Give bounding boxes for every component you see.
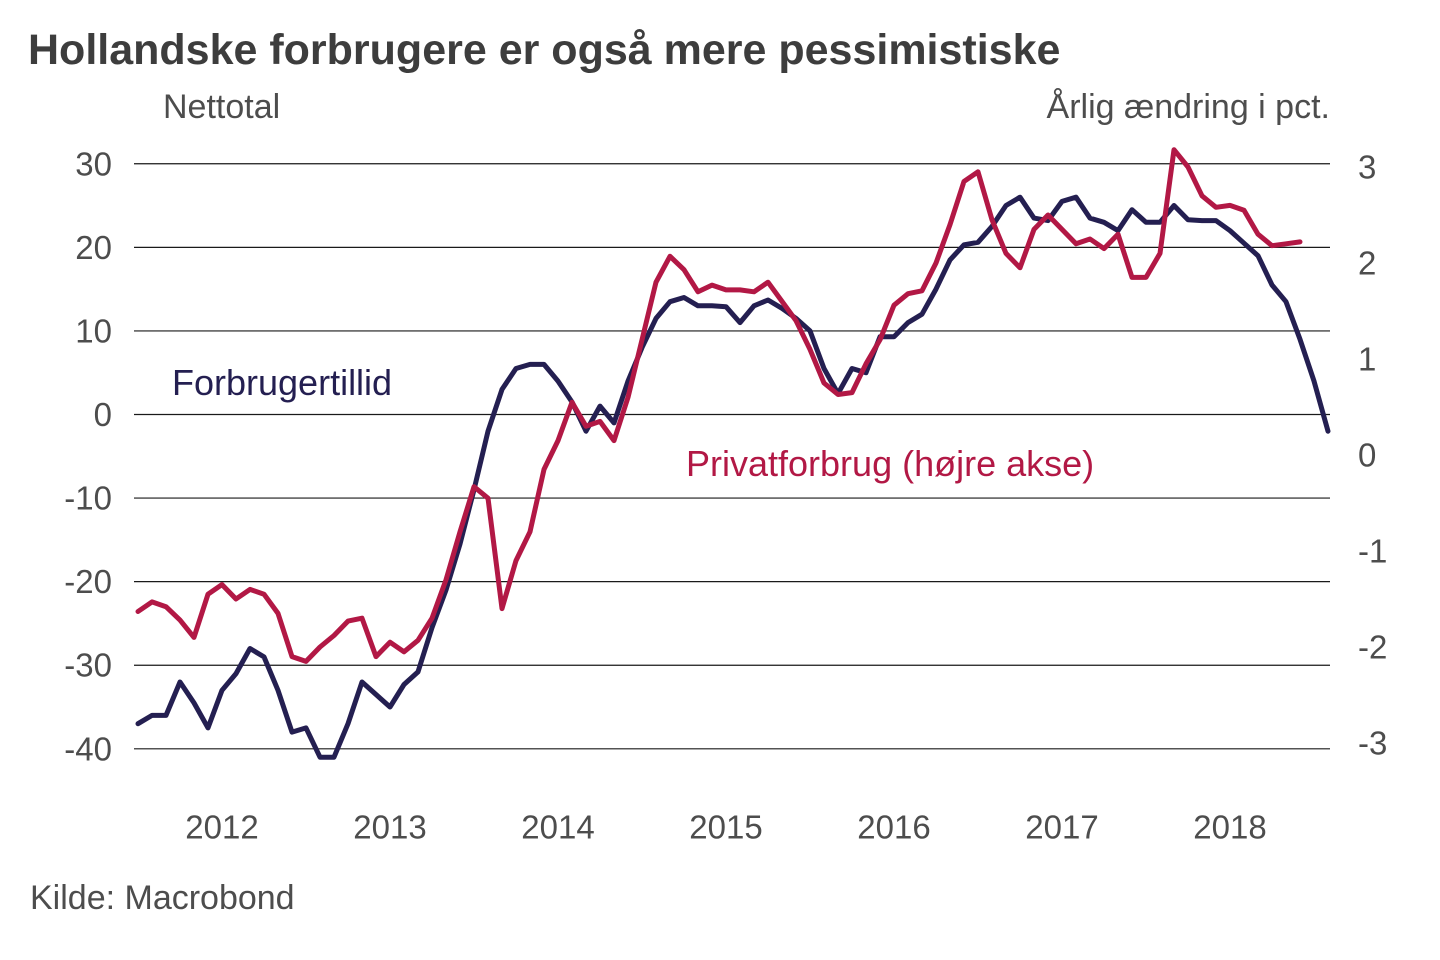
right-axis-title: Årlig ændring i pct. (1046, 88, 1330, 126)
left-axis-tick-label: 30 (75, 145, 112, 182)
left-axis-tick-label: 0 (94, 396, 112, 433)
series-line-privatforbrug (135, 147, 1303, 664)
x-axis-year-label: 2018 (1193, 809, 1266, 846)
right-axis-tick-label: -1 (1358, 533, 1387, 570)
source-note: Kilde: Macrobond (30, 879, 295, 917)
left-axis-title: Nettotal (163, 88, 281, 126)
left-axis-tick-label: -40 (64, 730, 112, 767)
left-axis-tick-label: -10 (64, 480, 112, 517)
right-axis-tick-label: 2 (1358, 245, 1376, 282)
left-axis-tick-label: -30 (64, 647, 112, 684)
series-label-privatforbrug: Privatforbrug (højre akse) (686, 443, 1095, 484)
series-line-forbrugertillid (135, 194, 1331, 760)
right-axis-tick-label: -3 (1358, 725, 1387, 762)
left-axis-tick-label: -20 (64, 563, 112, 600)
left-axis-tick-label: 20 (75, 229, 112, 266)
x-axis-year-label: 2017 (1025, 809, 1098, 846)
right-axis-tick-label: 0 (1358, 437, 1376, 474)
x-axis-year-label: 2013 (353, 809, 426, 846)
left-axis-tick-label: 10 (75, 312, 112, 349)
x-axis-year-label: 2015 (689, 809, 762, 846)
right-axis-tick-label: 1 (1358, 341, 1376, 378)
series-label-forbrugertillid: Forbrugertillid (172, 362, 393, 403)
x-axis-year-label: 2012 (185, 809, 258, 846)
right-axis-tick-label: -2 (1358, 629, 1387, 666)
x-axis-year-label: 2016 (857, 809, 930, 846)
chart-title: Hollandske forbrugere er også mere pessi… (28, 26, 1061, 74)
x-axis-year-label: 2014 (521, 809, 594, 846)
right-axis-tick-label: 3 (1358, 149, 1376, 186)
